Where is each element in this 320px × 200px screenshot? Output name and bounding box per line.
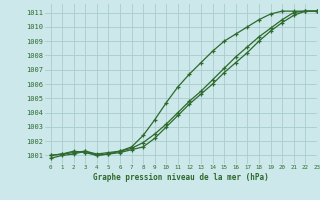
- X-axis label: Graphe pression niveau de la mer (hPa): Graphe pression niveau de la mer (hPa): [93, 173, 269, 182]
